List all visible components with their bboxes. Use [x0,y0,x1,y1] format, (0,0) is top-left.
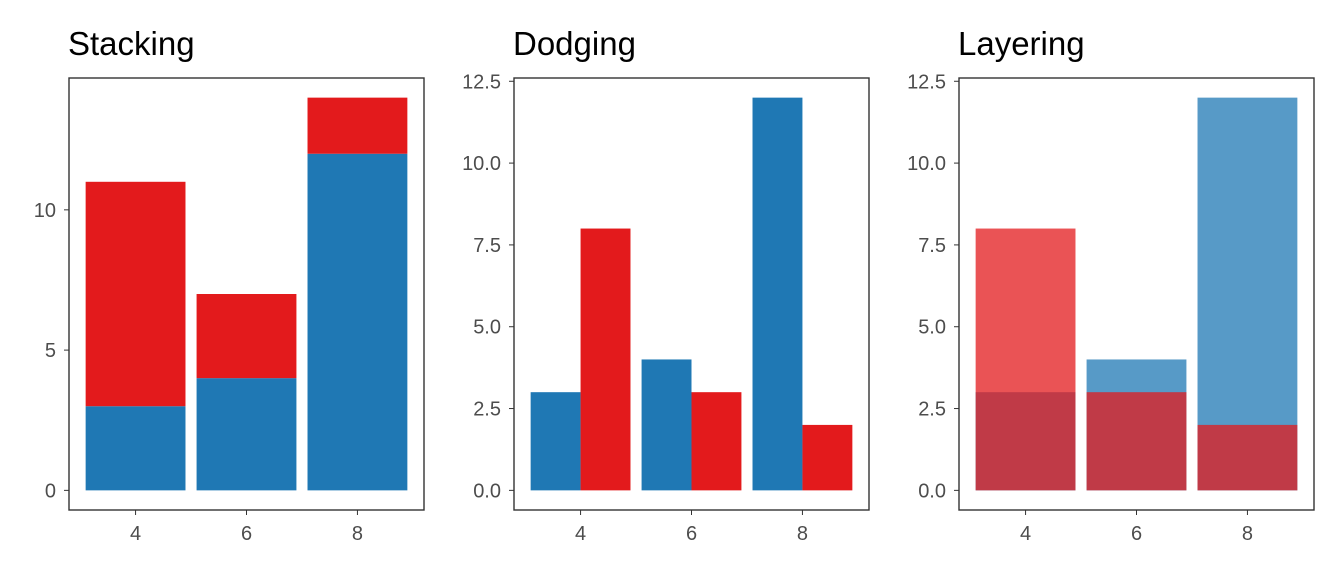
y-tick-label-dodging-1: 2.5 [473,399,501,421]
bar-red-6 [691,392,742,491]
y-tick-label-layering-4: 10.0 [907,153,946,175]
panel-layering: Layering 0.0 2.5 5.0 7.5 10.0 12.5 4 6 8 [907,25,1315,545]
bar-blue-8 [752,97,803,491]
y-tick-label-dodging-0: 0.0 [473,480,501,502]
y-tick-label-stacking-2: 10 [34,200,56,222]
panel-stacking: Stacking 0 5 10 4 6 8 [34,25,425,545]
x-tick-label-dodging-8: 8 [797,523,808,545]
y-tick-label-layering-3: 7.5 [918,235,946,257]
y-tick-label-dodging-5: 12.5 [462,71,501,93]
bar-red-4 [580,228,631,491]
bar-red-6 [196,294,297,379]
y-tick-label-layering-2: 5.0 [918,317,946,339]
bar-blue-6 [196,378,297,491]
y-tick-label-dodging-4: 10.0 [462,153,501,175]
plot-frame-stacking [68,77,425,511]
panel-title-dodging: Dodging [513,25,636,62]
bar-red-4 [85,181,186,407]
bar-blue-4 [530,392,581,491]
y-tick-label-layering-5: 12.5 [907,71,946,93]
bar-blue-8 [307,153,408,491]
x-tick-label-layering-8: 8 [1242,523,1253,545]
y-tick-label-stacking-1: 5 [45,340,56,362]
bar-blue-4 [85,406,186,491]
plot-area-dodging: 0.0 2.5 5.0 7.5 10.0 12.5 4 6 8 [462,71,853,545]
bar-red-6 [1086,392,1187,491]
x-tick-label-layering-6: 6 [1131,523,1142,545]
x-tick-label-layering-4: 4 [1020,523,1031,545]
plot-frame-dodging [513,77,870,511]
bar-red-8 [802,424,853,491]
y-tick-label-layering-1: 2.5 [918,399,946,421]
y-tick-label-dodging-3: 7.5 [473,235,501,257]
bar-red-8 [307,97,408,154]
x-tick-label-stacking-8: 8 [352,523,363,545]
x-tick-label-dodging-4: 4 [575,523,586,545]
bar-blue-6 [641,359,692,491]
panel-title-stacking: Stacking [68,25,195,62]
panel-title-layering: Layering [958,25,1085,62]
plot-area-stacking: 0 5 10 4 6 8 [34,97,408,545]
panel-dodging: Dodging 0.0 2.5 5.0 7.5 10.0 12.5 4 6 8 [462,25,870,545]
x-tick-label-stacking-4: 4 [130,523,141,545]
bar-red-8 [1197,424,1298,491]
plot-frame-layering [958,77,1315,511]
bar-red-4 [975,228,1076,491]
y-tick-label-dodging-2: 5.0 [473,317,501,339]
x-tick-label-dodging-6: 6 [686,523,697,545]
y-tick-label-layering-0: 0.0 [918,480,946,502]
x-tick-label-stacking-6: 6 [241,523,252,545]
plot-area-layering: 0.0 2.5 5.0 7.5 10.0 12.5 4 6 8 [907,71,1298,545]
y-tick-label-stacking-0: 0 [45,480,56,502]
